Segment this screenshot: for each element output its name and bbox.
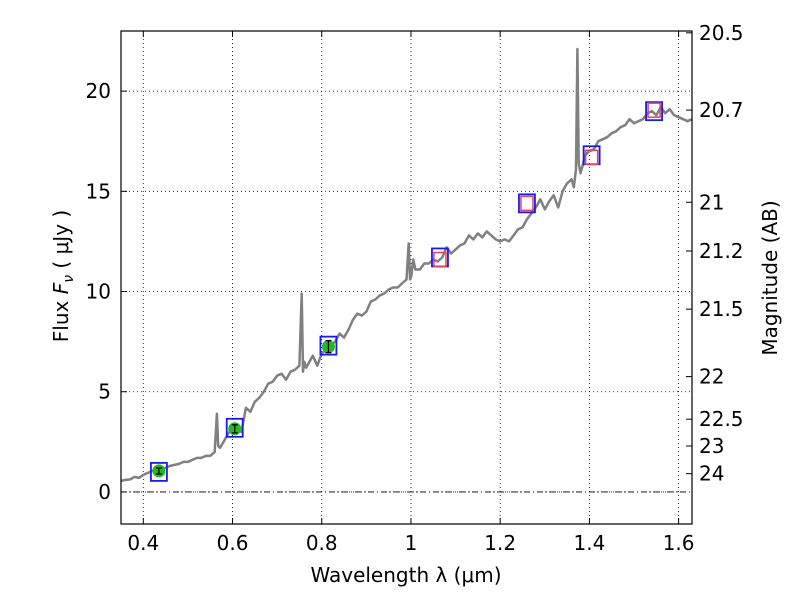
y-tick-label: 5 (98, 380, 111, 404)
x-tick-label: 1.6 (663, 531, 695, 555)
mag-tick-label: 22.5 (699, 407, 744, 431)
x-tick-label: 1.4 (573, 531, 605, 555)
mag-tick-label: 20.7 (699, 98, 744, 122)
model-point-box (518, 193, 536, 214)
predicted-point-box (584, 149, 599, 166)
ticks: 0.4 0.6 0.8 1 1.2 1.4 1.6 0 5 10 15 20 20.5 20.7 21 21.… (86, 21, 744, 555)
x-tick-label: 1.2 (484, 531, 516, 555)
y-axis-label-subscript: ν (61, 275, 77, 283)
mag-tick-label: 21.5 (699, 297, 744, 321)
mag-tick-label: 21 (699, 190, 724, 214)
mag-tick-label: 23 (699, 434, 724, 458)
x-axis-label: Wavelength λ (μm) (310, 563, 501, 587)
y-tick-label: 0 (98, 480, 111, 504)
model-point-box (645, 101, 663, 122)
spectrum-line (120, 47, 693, 483)
plot-frame (120, 30, 693, 525)
model-point-box (225, 417, 244, 438)
marker-layer (150, 101, 663, 482)
model-point-box (150, 461, 168, 482)
model-point-box (319, 335, 338, 356)
x-tick-label: 1 (405, 531, 418, 555)
predicted-point-box (647, 102, 661, 118)
y-tick-label: 15 (86, 179, 111, 203)
mag-tick-label: 20.5 (699, 21, 744, 45)
y-tick-label: 20 (86, 79, 111, 103)
x-tick-label: 0.8 (306, 531, 338, 555)
y-tick-label: 10 (86, 280, 111, 304)
spectrum-layer (120, 47, 693, 483)
y-axis-label: Flux Fν ( μJy ) (49, 210, 77, 342)
x-tick-label: 0.6 (217, 531, 249, 555)
x-tick-label: 0.4 (127, 531, 159, 555)
mag-tick-label: 21.2 (699, 239, 744, 263)
y-axis-label-prefix: Flux (49, 294, 73, 342)
y-axis-label-unit: ( μJy ) (49, 210, 73, 275)
mag-tick-label: 22 (699, 365, 724, 389)
y-axis-label-symbol: F (49, 282, 73, 294)
y2-axis-label: Magnitude (AB) (758, 200, 782, 355)
mag-tick-label: 24 (699, 462, 724, 486)
predicted-point-box (433, 251, 447, 268)
predicted-point-box (520, 195, 534, 212)
